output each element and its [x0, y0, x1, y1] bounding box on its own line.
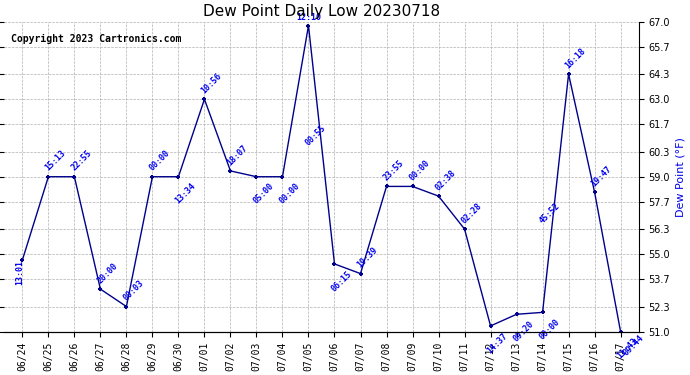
Point [615, 329, 626, 335]
Text: 06:15: 06:15 [329, 269, 353, 293]
Text: 10:56: 10:56 [199, 71, 224, 95]
Text: 00:55: 00:55 [304, 124, 328, 148]
Text: 13:34: 13:34 [173, 182, 197, 206]
Point [17, 257, 28, 263]
Point [225, 168, 236, 174]
Point [251, 174, 262, 180]
Text: 16:18: 16:18 [564, 46, 588, 70]
Point [589, 189, 600, 195]
Text: 14:37: 14:37 [486, 331, 509, 355]
Text: 00:00: 00:00 [408, 159, 431, 183]
Point [355, 271, 366, 277]
Text: 13:01: 13:01 [15, 260, 24, 285]
Point [511, 311, 522, 317]
Text: 09:44: 09:44 [622, 333, 646, 357]
Point [433, 193, 444, 199]
Point [563, 71, 574, 77]
Point [121, 303, 132, 309]
Point [173, 174, 184, 180]
Y-axis label: Dew Point (°F): Dew Point (°F) [676, 137, 686, 217]
Text: 00:00: 00:00 [148, 149, 171, 173]
Point [485, 323, 496, 329]
Text: 12:10: 12:10 [296, 13, 321, 22]
Point [95, 286, 106, 292]
Point [69, 174, 80, 180]
Text: 19:47: 19:47 [589, 164, 613, 188]
Text: 20:00: 20:00 [95, 261, 119, 285]
Text: 18:07: 18:07 [226, 143, 249, 167]
Text: Copyright 2023 Cartronics.com: Copyright 2023 Cartronics.com [10, 34, 181, 44]
Point [537, 309, 548, 315]
Title: Dew Point Daily Low 20230718: Dew Point Daily Low 20230718 [203, 4, 440, 19]
Point [303, 22, 314, 28]
Point [147, 174, 158, 180]
Text: 22:55: 22:55 [69, 149, 93, 173]
Text: 23:55: 23:55 [382, 159, 406, 183]
Point [277, 174, 288, 180]
Text: 15:13: 15:13 [43, 149, 68, 173]
Text: 02:28: 02:28 [460, 201, 484, 225]
Text: 11:43: 11:43 [615, 337, 640, 361]
Text: 00:03: 00:03 [121, 279, 146, 303]
Text: 00:00: 00:00 [538, 317, 562, 341]
Text: 09:20: 09:20 [511, 320, 535, 344]
Text: 02:38: 02:38 [433, 168, 457, 192]
Text: 19:39: 19:39 [355, 246, 380, 270]
Point [407, 183, 418, 189]
Text: 05:00: 05:00 [251, 182, 275, 206]
Point [459, 226, 470, 232]
Point [381, 183, 392, 189]
Text: 45:52: 45:52 [538, 201, 562, 225]
Point [329, 261, 340, 267]
Point [43, 174, 54, 180]
Text: 00:00: 00:00 [277, 182, 302, 206]
Point [199, 96, 210, 102]
